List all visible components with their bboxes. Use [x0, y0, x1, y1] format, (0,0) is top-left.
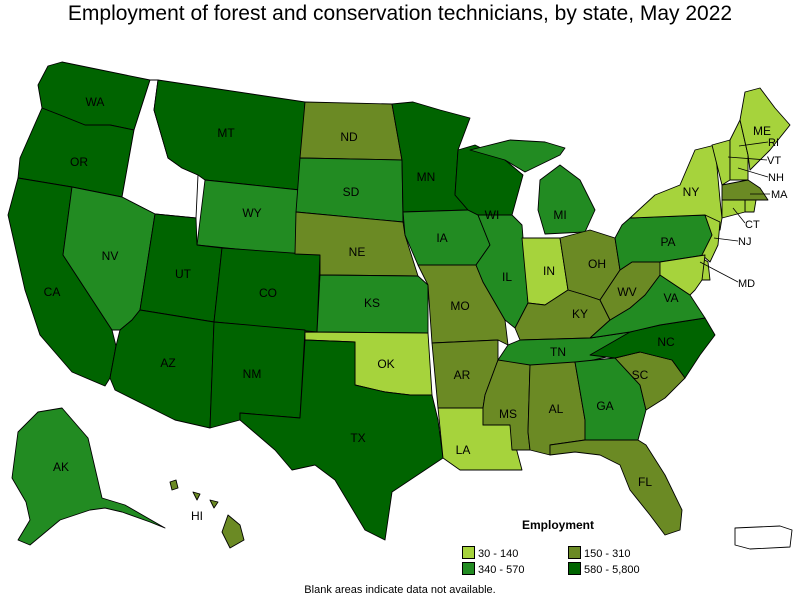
state-RI[interactable] [744, 199, 757, 213]
label-OR: OR [70, 155, 88, 169]
label-AL: AL [549, 402, 564, 416]
label-OK: OK [377, 357, 394, 371]
label-IN: IN [543, 264, 555, 278]
state-NH[interactable] [729, 119, 749, 181]
label-MT: MT [217, 126, 235, 140]
legend-swatch [568, 562, 581, 575]
label-TN: TN [550, 345, 566, 359]
label-NJ: NJ [738, 236, 751, 248]
legend-label: 30 - 140 [478, 548, 519, 560]
label-MD: MD [738, 278, 755, 290]
legend-item-30-140: 30 - 140 [462, 546, 518, 560]
label-VT: VT [767, 155, 781, 167]
label-ME: ME [753, 124, 771, 138]
state-IL[interactable] [475, 214, 529, 329]
label-TX: TX [350, 431, 365, 445]
label-IL: IL [502, 270, 512, 284]
map-title: Employment of forest and conservation te… [67, 2, 733, 25]
label-NM: NM [243, 367, 262, 381]
footnote: Blank areas indicate data not available. [304, 584, 496, 596]
label-UT: UT [175, 267, 192, 281]
label-WV: WV [617, 285, 636, 299]
label-WI: WI [485, 208, 500, 222]
label-MI: MI [553, 208, 566, 222]
label-SC: SC [632, 368, 649, 382]
label-NH: NH [768, 172, 784, 184]
label-leader-lines [699, 141, 770, 283]
label-WY: WY [242, 206, 261, 220]
state-MI[interactable] [469, 139, 596, 235]
legend-label: 580 - 5,800 [584, 564, 640, 576]
label-NC: NC [657, 335, 675, 349]
state-PR[interactable] [734, 525, 793, 550]
label-PA: PA [660, 235, 675, 249]
map-legend: Employment 30 - 140 150 - 310 340 - 570 … [462, 518, 702, 578]
state-HI[interactable] [169, 479, 245, 549]
label-OH: OH [588, 257, 606, 271]
legend-label: 340 - 570 [478, 564, 525, 576]
label-NY: NY [683, 185, 700, 199]
label-IA: IA [436, 231, 447, 245]
label-RI-leader: RI [768, 137, 779, 149]
label-CO: CO [259, 286, 277, 300]
state-KS[interactable] [316, 274, 429, 334]
label-MS: MS [499, 407, 517, 421]
label-AZ: AZ [160, 356, 175, 370]
legend-label: 150 - 310 [584, 548, 631, 560]
label-AR: AR [454, 368, 471, 382]
label-SD: SD [343, 185, 360, 199]
label-KY: KY [572, 307, 588, 321]
label-CT: CT [745, 219, 760, 231]
legend-title: Employment [522, 518, 595, 532]
label-NE: NE [349, 245, 366, 259]
legend-item-340-570: 340 - 570 [462, 562, 524, 576]
label-FL: FL [638, 475, 652, 489]
label-NV: NV [102, 249, 119, 263]
label-CA: CA [44, 285, 61, 299]
legend-item-150-310: 150 - 310 [568, 546, 630, 560]
label-KS: KS [364, 296, 380, 310]
label-GA: GA [596, 399, 613, 413]
label-MA: MA [771, 189, 788, 201]
label-ND: ND [340, 130, 358, 144]
state-AK[interactable] [11, 407, 166, 546]
label-VA: VA [663, 291, 678, 305]
label-AK: AK [53, 460, 69, 474]
label-HI: HI [191, 509, 203, 523]
legend-swatch [462, 562, 475, 575]
label-MN: MN [417, 170, 436, 184]
state-FL[interactable] [549, 439, 683, 536]
legend-swatch [568, 546, 581, 559]
state-MA[interactable] [721, 179, 769, 201]
state-ME[interactable] [739, 87, 791, 171]
state-TX[interactable] [239, 339, 444, 541]
legend-item-580-5800: 580 - 5,800 [568, 562, 640, 576]
label-WA: WA [86, 95, 105, 109]
legend-swatch [462, 546, 475, 559]
state-NJ[interactable] [701, 214, 721, 263]
state-MD[interactable] [659, 254, 706, 296]
label-LA: LA [456, 443, 471, 457]
label-MO: MO [450, 299, 469, 313]
